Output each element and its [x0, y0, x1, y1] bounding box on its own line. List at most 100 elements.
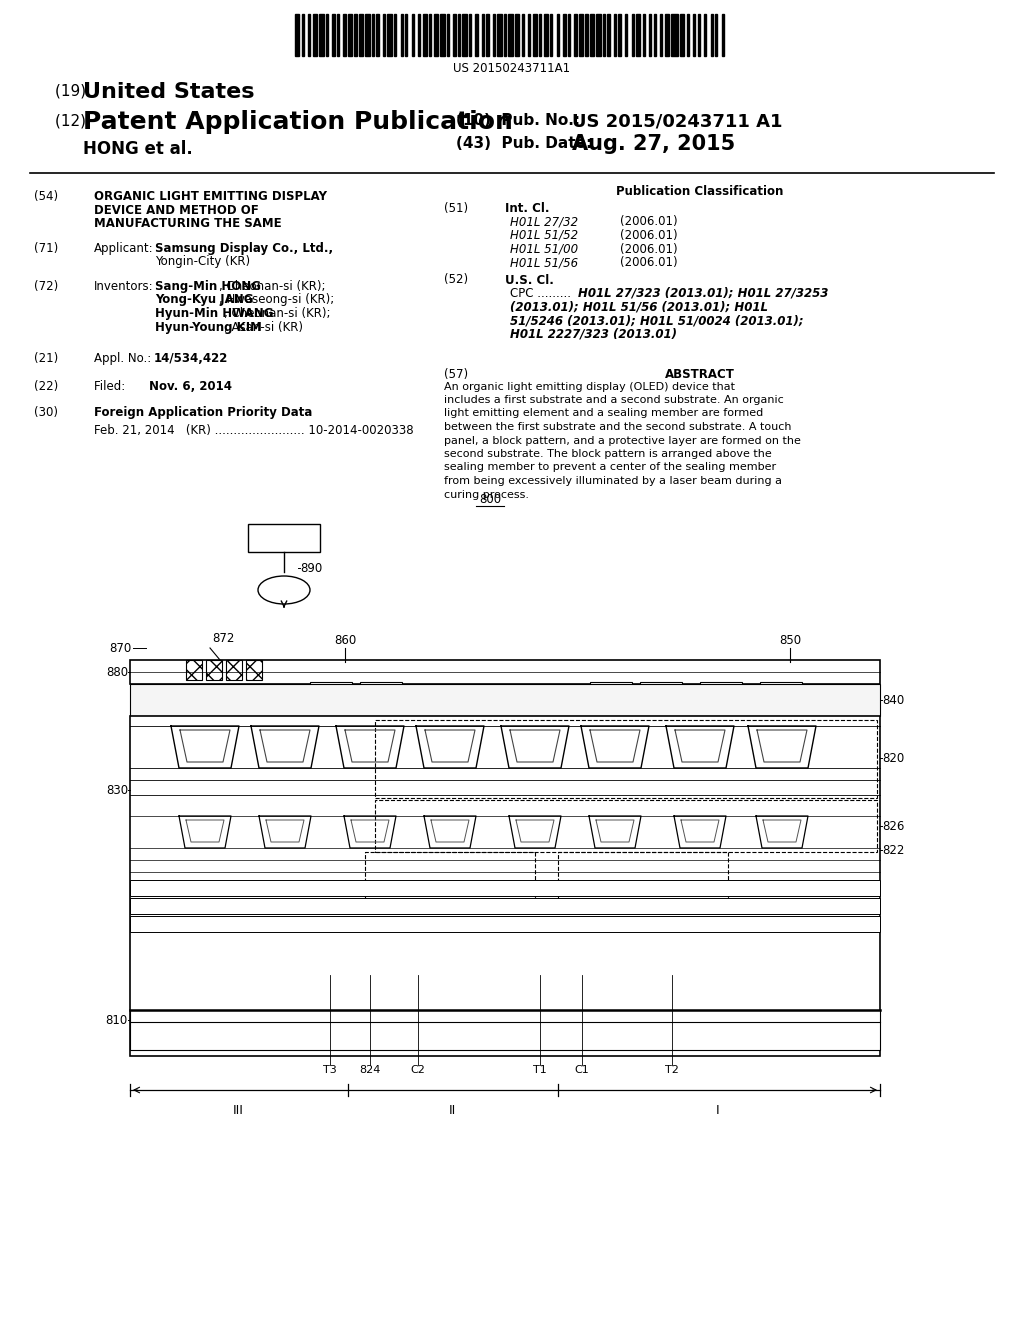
Text: 830: 830 — [105, 784, 128, 796]
Text: (43)  Pub. Date:: (43) Pub. Date: — [456, 136, 592, 150]
Text: T3: T3 — [324, 1065, 337, 1074]
Bar — [649, 15, 651, 55]
Text: CPC .........: CPC ......... — [510, 286, 574, 300]
Bar — [596, 15, 601, 55]
Bar — [653, 15, 655, 55]
Text: 840: 840 — [882, 693, 904, 706]
Bar — [618, 15, 621, 55]
Bar — [358, 15, 364, 55]
Bar — [226, 660, 242, 680]
Bar — [504, 15, 506, 55]
Text: (2013.01); H01L 51/56 (2013.01); H01L: (2013.01); H01L 51/56 (2013.01); H01L — [510, 301, 768, 314]
Bar — [528, 15, 530, 55]
Bar — [603, 15, 605, 55]
Text: Filed:: Filed: — [94, 380, 152, 393]
Bar — [310, 682, 352, 700]
Text: , Asan-si (KR): , Asan-si (KR) — [223, 321, 303, 334]
Text: C1: C1 — [574, 1065, 590, 1074]
Text: Yong-Kyu JANG: Yong-Kyu JANG — [155, 293, 254, 306]
Text: , Hwaseong-si (KR);: , Hwaseong-si (KR); — [219, 293, 334, 306]
Text: (19): (19) — [55, 84, 91, 99]
Bar — [515, 15, 519, 55]
Text: (2006.01): (2006.01) — [620, 256, 678, 269]
Text: 51/5246 (2013.01); H01L 51/0024 (2013.01);: 51/5246 (2013.01); H01L 51/0024 (2013.01… — [510, 314, 804, 327]
Bar — [550, 15, 552, 55]
Text: Patent Application Publication: Patent Application Publication — [83, 110, 513, 135]
Bar — [130, 916, 880, 932]
Ellipse shape — [258, 576, 310, 605]
Text: H01L 51/56: H01L 51/56 — [510, 256, 579, 269]
Text: Int. Cl.: Int. Cl. — [505, 202, 550, 215]
Text: H01L 51/52: H01L 51/52 — [510, 228, 579, 242]
Text: T1: T1 — [534, 1065, 547, 1074]
Bar — [319, 15, 324, 55]
Text: (54): (54) — [34, 190, 58, 203]
Bar — [574, 15, 577, 55]
Bar — [354, 15, 356, 55]
Bar — [636, 15, 640, 55]
Text: (51): (51) — [444, 202, 468, 215]
Text: 14/534,422: 14/534,422 — [154, 352, 228, 366]
Bar — [130, 660, 880, 684]
Text: 872: 872 — [212, 632, 234, 645]
Bar — [394, 15, 396, 55]
Bar — [429, 15, 431, 55]
Text: 824: 824 — [359, 1065, 381, 1074]
Text: (72): (72) — [34, 280, 58, 293]
Text: (10)  Pub. No.:: (10) Pub. No.: — [456, 114, 591, 128]
Bar — [540, 15, 542, 55]
Text: panel, a block pattern, and a protective layer are formed on the: panel, a block pattern, and a protective… — [444, 436, 801, 446]
Bar — [486, 15, 488, 55]
Text: Applicant:: Applicant: — [94, 242, 154, 255]
Text: 870: 870 — [110, 642, 132, 655]
Text: Nov. 6, 2014: Nov. 6, 2014 — [150, 380, 232, 393]
Bar — [130, 880, 880, 896]
Bar — [383, 15, 385, 55]
Bar — [544, 15, 548, 55]
Bar — [423, 15, 427, 55]
Text: (52): (52) — [444, 273, 468, 286]
Text: (2006.01): (2006.01) — [620, 228, 678, 242]
Text: Samsung Display Co., Ltd.,: Samsung Display Co., Ltd., — [155, 242, 333, 255]
Text: (2006.01): (2006.01) — [620, 215, 678, 228]
Bar — [343, 15, 345, 55]
Bar — [130, 684, 880, 715]
Text: Foreign Application Priority Data: Foreign Application Priority Data — [94, 407, 312, 418]
Text: Sang-Min HONG: Sang-Min HONG — [155, 280, 261, 293]
Text: Aug. 27, 2015: Aug. 27, 2015 — [572, 135, 735, 154]
Bar — [454, 15, 456, 55]
Text: DEVICE AND METHOD OF: DEVICE AND METHOD OF — [94, 203, 259, 216]
Text: An organic light emitting display (OLED) device that: An organic light emitting display (OLED)… — [444, 381, 735, 392]
Text: , Cheonan-si (KR);: , Cheonan-si (KR); — [223, 308, 330, 319]
Bar — [498, 15, 502, 55]
Bar — [302, 15, 304, 55]
Bar — [440, 15, 444, 55]
Text: US 2015/0243711 A1: US 2015/0243711 A1 — [572, 114, 782, 131]
Bar — [400, 15, 402, 55]
Text: C2: C2 — [411, 1065, 425, 1074]
Bar — [462, 15, 467, 55]
Bar — [375, 800, 877, 851]
Bar — [412, 15, 414, 55]
Bar — [387, 15, 392, 55]
Text: 860: 860 — [334, 634, 356, 647]
Bar — [308, 15, 310, 55]
Bar — [715, 15, 718, 55]
Text: Feb. 21, 2014   (KR) ........................ 10-2014-0020338: Feb. 21, 2014 (KR) .....................… — [94, 424, 414, 437]
Bar — [377, 15, 379, 55]
Bar — [607, 15, 609, 55]
Text: second substrate. The block pattern is arranged above the: second substrate. The block pattern is a… — [444, 449, 772, 459]
Bar — [722, 15, 724, 55]
Text: Hyun-Min HWANG: Hyun-Min HWANG — [155, 308, 273, 319]
Text: light emitting element and a sealing member are formed: light emitting element and a sealing mem… — [444, 408, 763, 418]
Text: from being excessively illuminated by a laser beam during a: from being excessively illuminated by a … — [444, 477, 782, 486]
Text: , Cheonan-si (KR);: , Cheonan-si (KR); — [219, 280, 326, 293]
Bar — [625, 15, 627, 55]
Bar — [365, 851, 535, 904]
Bar — [665, 15, 669, 55]
Bar — [680, 15, 684, 55]
Bar — [312, 15, 317, 55]
Bar — [469, 15, 471, 55]
Text: between the first substrate and the second substrate. A touch: between the first substrate and the seco… — [444, 422, 792, 432]
Bar — [700, 682, 742, 700]
